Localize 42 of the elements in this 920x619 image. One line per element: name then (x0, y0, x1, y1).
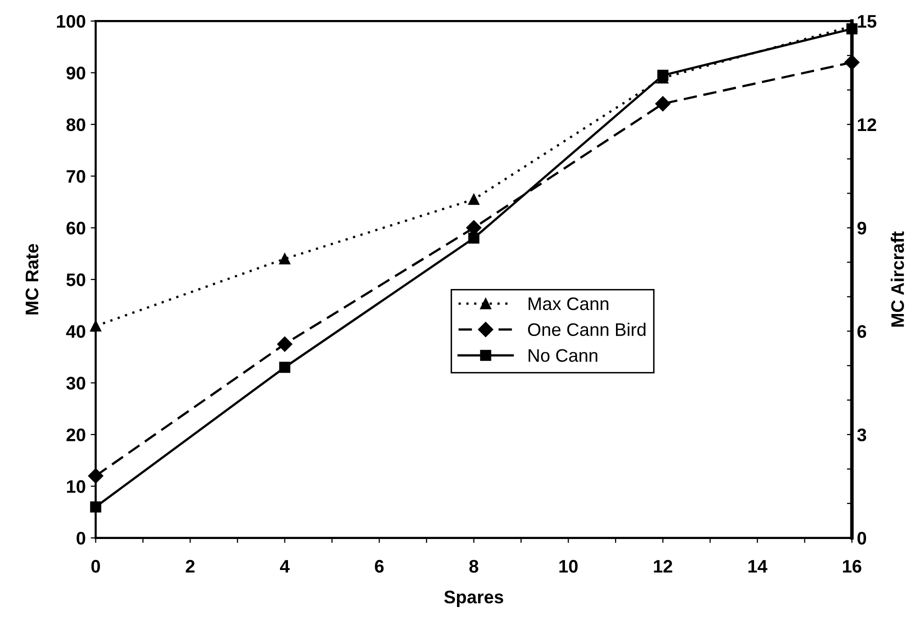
y-tick-label: 80 (66, 118, 86, 132)
y-tick-label: 40 (66, 325, 86, 338)
point (90, 320, 102, 332)
x-tick-label: 4 (280, 560, 290, 573)
point (88, 468, 104, 484)
x-tick-label: 16 (843, 560, 862, 573)
y-tick-label: 50 (66, 273, 86, 286)
legend-label: One Cann Bird (528, 322, 646, 336)
x-tick-label: 2 (186, 560, 195, 573)
y-tick-label: 20 (66, 428, 86, 442)
y-tick-label: 70 (66, 170, 86, 183)
y2-tick-label: 0 (857, 532, 866, 545)
y2-tick-label: 9 (857, 222, 866, 235)
x-tick-label: 8 (469, 560, 478, 573)
y2-tick-label: 15 (858, 15, 876, 28)
x-axis-title: Spares (444, 590, 504, 607)
point (657, 70, 668, 81)
x-tick-label: 14 (748, 560, 768, 573)
point (277, 336, 292, 352)
point (468, 232, 480, 244)
y2-tick-label: 6 (857, 325, 866, 338)
legend-label: No Cann (528, 349, 598, 362)
x-tick-label: 10 (559, 560, 578, 573)
point (468, 194, 480, 205)
point (90, 501, 102, 512)
y2-tick-label: 3 (857, 428, 866, 442)
y-tick-label: 60 (66, 222, 86, 235)
x-tick-label: 0 (91, 560, 100, 573)
y2-tick-label: 12 (858, 118, 876, 131)
y-tick-label: 90 (66, 66, 86, 80)
point (655, 96, 670, 112)
x-tick-label: 12 (654, 560, 672, 573)
y2-axis-title: MC Aircraft (890, 231, 904, 327)
legend-label: Max Cann (528, 297, 608, 310)
y-tick-label: 10 (67, 480, 86, 493)
y-tick-label: 30 (66, 376, 86, 390)
y-tick-label: 100 (56, 14, 86, 28)
point (279, 253, 290, 264)
y-axis-title: MC Rate (26, 244, 38, 314)
point (279, 362, 290, 373)
x-tick-label: 6 (374, 560, 384, 573)
y-tick-label: 0 (76, 532, 86, 545)
